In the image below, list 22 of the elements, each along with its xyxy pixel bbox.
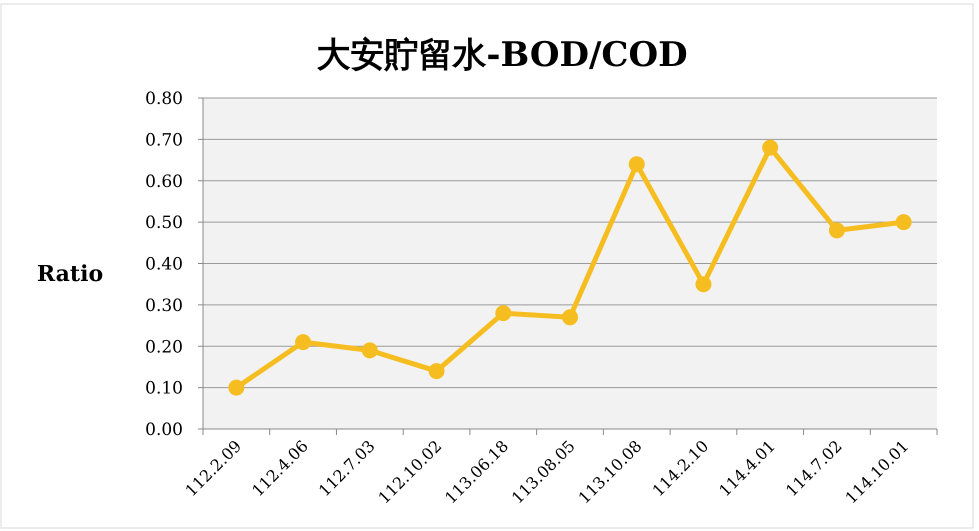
point bbox=[362, 342, 378, 358]
y-axis-title: Ratio bbox=[36, 261, 104, 287]
y-tick-label: 0.10 bbox=[145, 378, 183, 399]
y-tick-label: 0.30 bbox=[145, 296, 183, 316]
chart-title: 大安貯留水-BOD/COD bbox=[316, 35, 688, 75]
point bbox=[428, 363, 445, 380]
point bbox=[495, 305, 512, 322]
y-tick-label: 0.40 bbox=[145, 254, 183, 274]
point bbox=[896, 214, 912, 230]
y-tick-label: 0.70 bbox=[145, 130, 183, 150]
y-tick-label: 0.20 bbox=[145, 337, 183, 358]
point bbox=[828, 222, 845, 238]
point bbox=[562, 309, 578, 326]
point bbox=[628, 156, 645, 172]
y-tick-label: 0.60 bbox=[145, 172, 183, 192]
y-tick-label: 0.50 bbox=[145, 213, 183, 234]
point bbox=[228, 380, 244, 396]
point bbox=[762, 140, 778, 156]
y-tick-label: 0.00 bbox=[145, 420, 183, 440]
point bbox=[295, 334, 312, 350]
point bbox=[695, 276, 712, 292]
y-tick-label: 0.80 bbox=[145, 89, 183, 109]
